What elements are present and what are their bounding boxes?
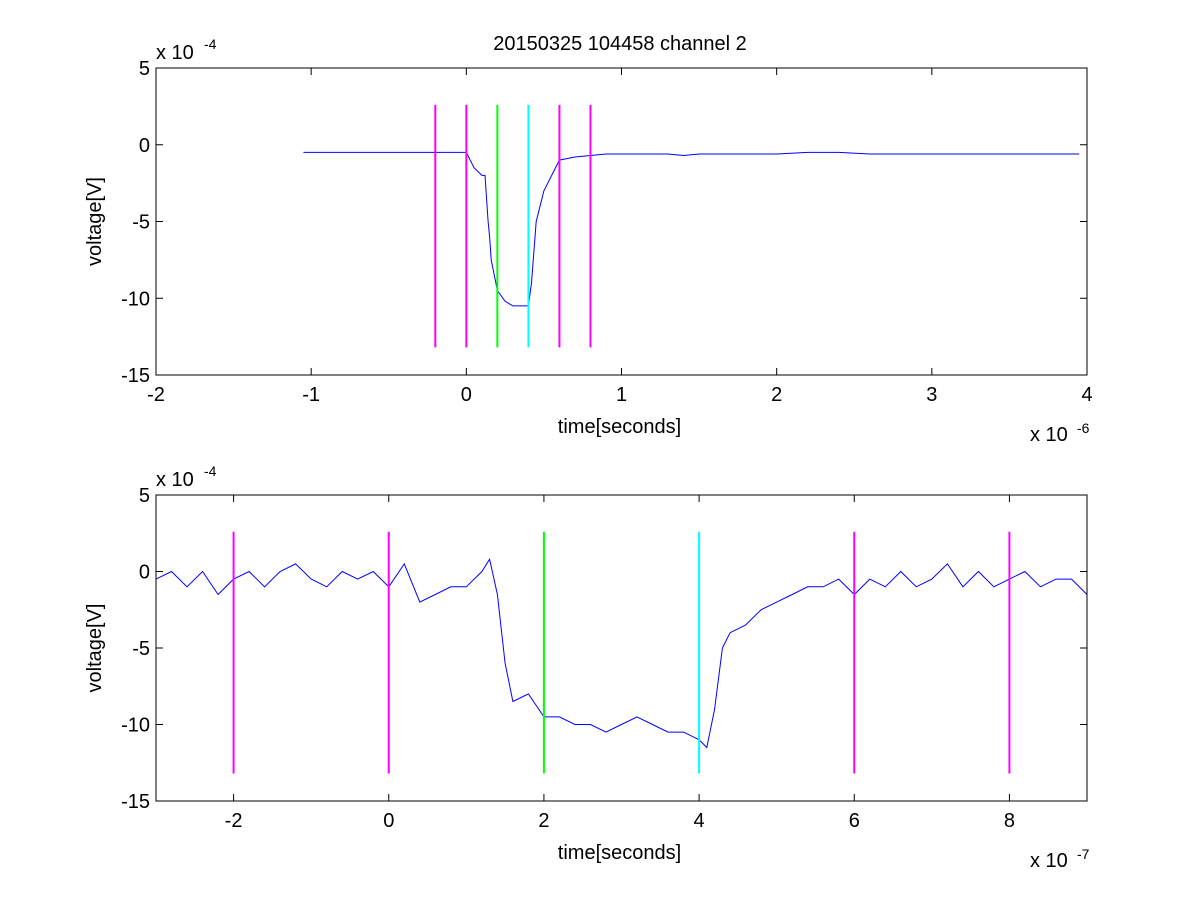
top-x-tick-label: 1 [616,384,627,406]
top-x-exponent-power: -6 [1077,420,1090,436]
top-x-exponent: x 10 -6 [1030,420,1090,446]
bottom-x-exponent-base: x 10 [1030,850,1068,872]
bottom-y-tick-label: 5 [139,485,150,507]
top-ticks: -2 -1 0 1 2 3 450-5-10-15 [121,58,1092,406]
figure-title: 20150325 104458 channel 2 [493,33,747,55]
top-x-axis-label: time[seconds] [558,416,681,438]
top-x-tick-label: 0 [461,384,472,406]
top-y-tick-label: -5 [132,212,150,234]
bottom-x-tick-label: 0 [383,810,394,832]
top-y-tick-label: 0 [139,135,150,157]
bottom-y-tick-label: 0 [139,562,150,584]
bottom-x-exponent-power: -7 [1077,846,1090,862]
top-axes-box [155,67,1088,376]
top-y-exponent-base: x 10 [156,42,194,64]
top-y-exponent-power: -4 [204,36,217,52]
bottom-y-tick-label: -5 [132,638,150,660]
bottom-x-tick-label: 4 [694,810,705,832]
top-y-tick-label: -15 [121,365,150,387]
bottom-plot-layer [155,531,1088,774]
bottom-ticks: -2 0 2 4 6 8 5 0 -5 -10 -15 [121,485,1087,832]
top-y-exponent: x 10 -4 [156,36,217,64]
bottom-x-tick-label: 8 [1004,810,1015,832]
bottom-y-exponent: x 10 -4 [156,463,217,491]
top-y-axis-label: voltage[V] [84,177,106,266]
bottom-y-exponent-base: x 10 [156,469,194,491]
bottom-x-tick-label: 6 [849,810,860,832]
top-signal-series-0 [303,151,1080,307]
top-x-tick-label: -1 [302,384,320,406]
top-y-tick-label: -10 [121,288,150,310]
top-plot-layer [303,104,1080,348]
bottom-y-axis-label: voltage[V] [84,604,106,693]
bottom-y-tick-label: -10 [121,715,150,737]
bottom-y-exponent-power: -4 [204,463,217,479]
top-x-tick-label: 2 [771,384,782,406]
bottom-x-tick-label: 2 [538,810,549,832]
bottom-y-tick-label: -15 [121,791,150,813]
top-x-exponent-base: x 10 [1030,424,1068,446]
top-x-tick-label: 3 [926,384,937,406]
bottom-x-exponent: x 10 -7 [1030,846,1090,872]
bottom-subplot: -2 0 2 4 6 8 5 0 -5 -10 -15 time[seconds] voltage[… [84,463,1090,872]
bottom-x-axis-label: time[seconds] [558,842,681,864]
top-x-tick-label: -2 [147,384,165,406]
bottom-signal-series-0 [155,558,1088,749]
bottom-x-tick-label: -2 [225,810,243,832]
bottom-axes-box [155,494,1088,802]
top-subplot: -2 -1 0 1 2 3 450-5-10-15 time[seconds] voltag… [84,36,1093,446]
top-y-tick-label: 5 [139,58,150,80]
top-x-tick-label: 4 [1081,384,1092,406]
